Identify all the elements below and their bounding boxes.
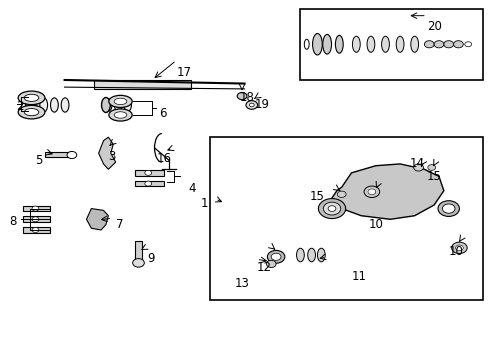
Text: 10: 10 (448, 245, 463, 258)
Ellipse shape (114, 112, 126, 118)
Text: 10: 10 (367, 218, 382, 231)
Ellipse shape (124, 99, 131, 111)
Text: 18: 18 (239, 91, 254, 104)
Circle shape (237, 93, 246, 100)
Bar (23, 227, 50, 233)
Circle shape (427, 165, 435, 170)
Text: 16: 16 (157, 152, 172, 165)
Circle shape (367, 189, 375, 195)
Bar (94, 80, 191, 89)
Text: 17: 17 (176, 66, 191, 79)
Circle shape (266, 260, 276, 267)
Ellipse shape (312, 33, 322, 55)
Text: 5: 5 (35, 154, 42, 167)
Circle shape (32, 228, 39, 233)
Circle shape (453, 41, 462, 48)
Bar (300, 9, 482, 80)
Ellipse shape (410, 36, 418, 52)
Circle shape (433, 41, 443, 48)
Bar (135, 170, 164, 176)
Text: 8: 8 (10, 215, 17, 228)
Ellipse shape (24, 94, 39, 102)
Polygon shape (99, 137, 116, 169)
Circle shape (337, 191, 346, 198)
Ellipse shape (335, 35, 343, 53)
Ellipse shape (114, 99, 122, 111)
Circle shape (424, 41, 433, 48)
Circle shape (249, 103, 254, 107)
Text: 12: 12 (256, 261, 271, 274)
Text: 7: 7 (116, 218, 123, 231)
Circle shape (32, 206, 39, 211)
Ellipse shape (50, 98, 58, 112)
Ellipse shape (304, 39, 308, 49)
Circle shape (32, 217, 39, 222)
Circle shape (67, 152, 77, 158)
Ellipse shape (104, 99, 112, 111)
Ellipse shape (109, 95, 132, 108)
Ellipse shape (109, 109, 132, 121)
Text: 4: 4 (188, 183, 196, 195)
Text: 2: 2 (16, 100, 23, 113)
Circle shape (267, 250, 285, 263)
Text: 14: 14 (409, 157, 424, 170)
Circle shape (443, 41, 453, 48)
Circle shape (442, 204, 454, 213)
Bar (23, 216, 50, 222)
Circle shape (327, 206, 335, 211)
Text: 15: 15 (309, 190, 324, 203)
Circle shape (144, 181, 151, 186)
Ellipse shape (296, 248, 304, 262)
Ellipse shape (18, 105, 45, 119)
Circle shape (245, 101, 257, 109)
Circle shape (144, 170, 151, 175)
Bar (135, 181, 164, 186)
Ellipse shape (322, 35, 331, 54)
Text: 6: 6 (159, 107, 166, 120)
Circle shape (271, 253, 281, 260)
Circle shape (464, 42, 470, 47)
Ellipse shape (102, 98, 110, 112)
Ellipse shape (317, 248, 325, 262)
Ellipse shape (40, 98, 47, 112)
Bar (135, 241, 142, 264)
Ellipse shape (352, 36, 360, 52)
Ellipse shape (24, 109, 39, 116)
Ellipse shape (366, 36, 374, 52)
Circle shape (413, 164, 423, 171)
Ellipse shape (114, 98, 126, 105)
Bar (23, 206, 50, 211)
Bar (210, 137, 482, 300)
Text: 3: 3 (108, 150, 116, 163)
Circle shape (451, 242, 466, 253)
Polygon shape (331, 164, 443, 219)
Ellipse shape (381, 36, 388, 52)
Text: 9: 9 (147, 252, 154, 265)
Circle shape (364, 186, 379, 198)
Ellipse shape (29, 98, 37, 112)
Polygon shape (86, 208, 108, 230)
Text: 11: 11 (351, 270, 366, 283)
Ellipse shape (307, 248, 315, 262)
Text: 13: 13 (234, 277, 249, 290)
Ellipse shape (395, 36, 403, 52)
Text: 15: 15 (426, 170, 441, 183)
Circle shape (455, 245, 462, 251)
Bar (45, 152, 72, 157)
Text: 1: 1 (200, 197, 207, 210)
Text: 19: 19 (254, 99, 269, 112)
Circle shape (323, 202, 340, 215)
Ellipse shape (18, 91, 45, 105)
Ellipse shape (26, 96, 35, 113)
Circle shape (318, 199, 345, 219)
Circle shape (132, 258, 144, 267)
Circle shape (437, 201, 458, 216)
Text: 20: 20 (426, 20, 441, 33)
Ellipse shape (61, 98, 69, 112)
